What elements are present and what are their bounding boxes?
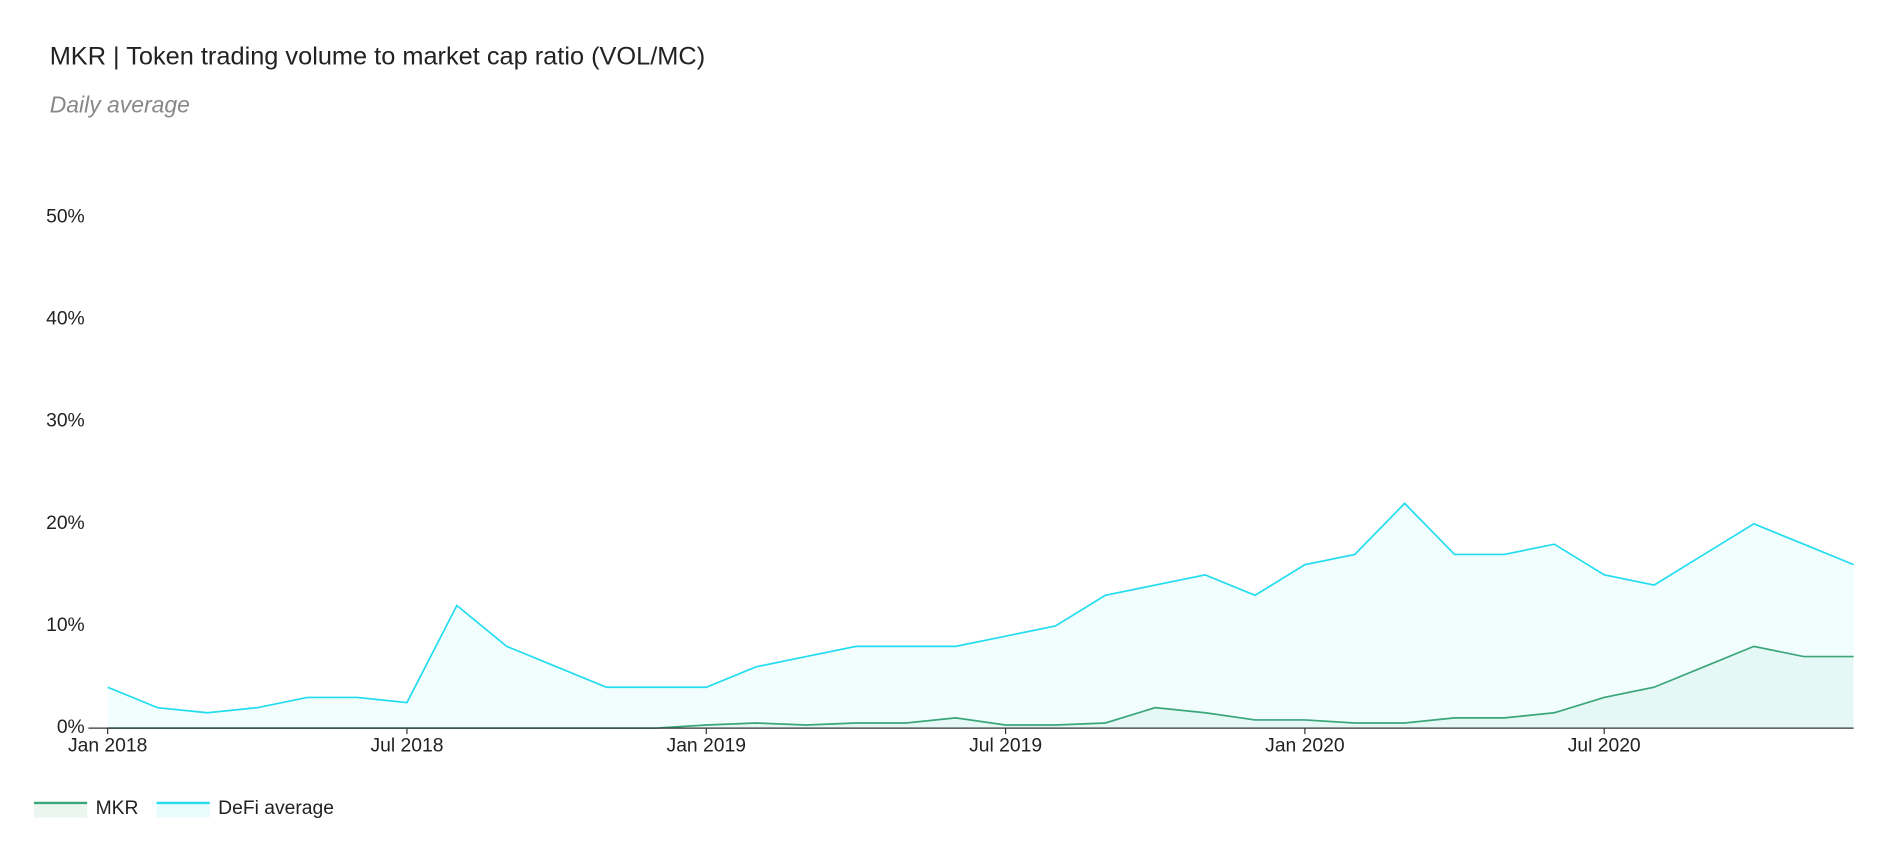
x-tick-label: Jan 2018 — [68, 735, 147, 756]
chart-title: MKR | Token trading volume to market cap… — [50, 43, 705, 71]
y-tick-label: 40% — [46, 309, 85, 330]
y-tick-label: 20% — [46, 513, 85, 534]
area — [107, 503, 1854, 729]
y-tick-label: 50% — [46, 206, 85, 227]
chart-subtitle: Daily average — [50, 91, 190, 117]
legend-label: MKR — [96, 798, 139, 819]
x-tick-label: Jul 2020 — [1568, 735, 1641, 756]
legend-swatch — [156, 802, 210, 818]
x-tick-label: Jan 2020 — [1265, 735, 1344, 756]
y-tick-label: 10% — [46, 615, 85, 636]
x-tick-label: Jul 2018 — [370, 735, 443, 756]
area — [107, 646, 1854, 729]
x-tick-label: Jan 2019 — [667, 735, 746, 756]
legend-label: DeFi average — [218, 798, 334, 819]
legend-swatch — [34, 802, 88, 818]
y-tick-label: 0% — [57, 717, 85, 738]
y-tick-label: 30% — [46, 411, 85, 432]
series-line — [107, 502, 1854, 714]
x-tick-label: Jul 2019 — [969, 735, 1042, 756]
